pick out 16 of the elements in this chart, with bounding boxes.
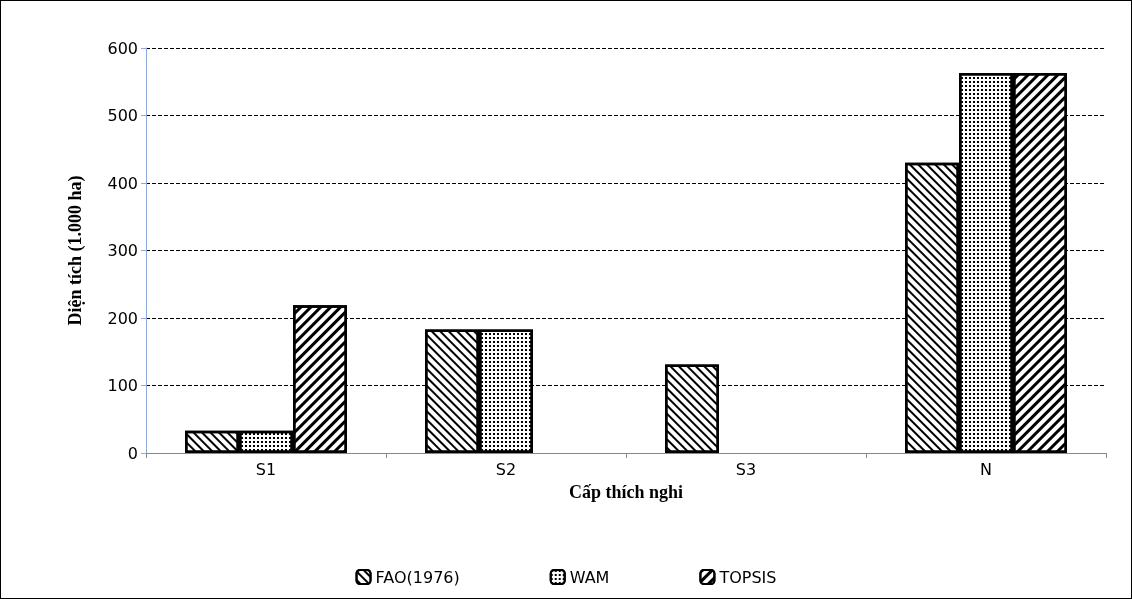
y-tick-label: 100 (107, 376, 138, 395)
y-tick-label: 200 (107, 308, 138, 328)
y-tick-label: 500 (107, 106, 138, 125)
y-tick-label: 400 (107, 173, 138, 193)
x-tick-label: S1 (255, 459, 277, 479)
y-tick-label: 600 (107, 38, 138, 58)
x-tick-label: S2 (495, 459, 517, 479)
y-tick-label: 0 (127, 443, 138, 463)
y-axis-title: Diện tích (1.000 ha) (65, 175, 86, 326)
legend-label: TOPSIS (718, 567, 777, 587)
y-tick-label: 300 (107, 241, 138, 260)
legend-label: FAO(1976) (375, 567, 460, 587)
x-axis-title: Cấp thích nghi (568, 482, 684, 502)
x-tick-label: N (980, 459, 992, 479)
legend-label: WAM (569, 567, 610, 587)
x-tick-label: S3 (735, 459, 757, 479)
